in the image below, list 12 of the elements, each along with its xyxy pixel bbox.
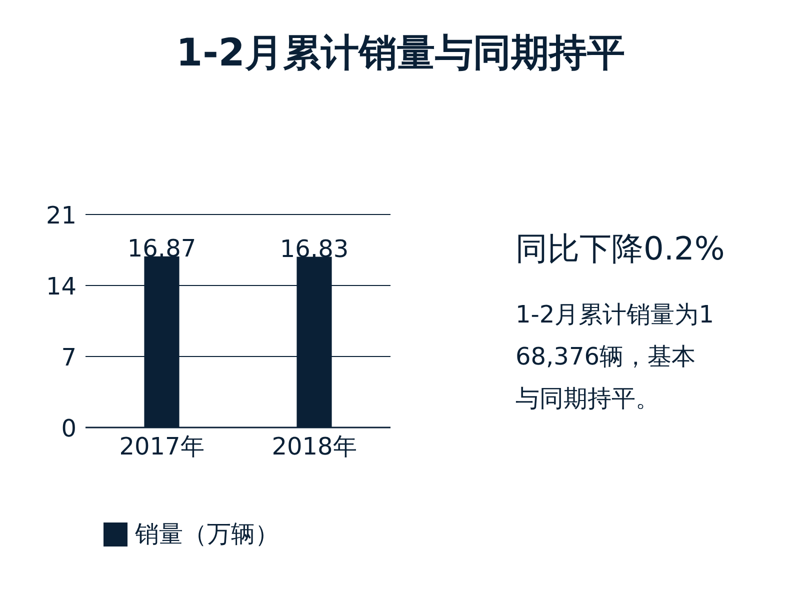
x-tick-label: 2017年 (119, 432, 204, 460)
y-tick-label: 7 (61, 344, 77, 372)
chart-title: 1-2月累计销量与同期持平 (176, 30, 625, 74)
x-tick-label: 2018年 (272, 432, 357, 460)
text: 同比下降0.2% (516, 230, 725, 268)
data-label: 16.87 (127, 234, 196, 262)
y-tick-label: 14 (46, 272, 77, 300)
text: 1-2月累计销量为168,376辆，基本与同期持平。 (516, 300, 714, 412)
y-tick-label: 0 (61, 414, 77, 442)
legend-label: 销量（万辆） (135, 519, 279, 550)
y-tick-label: 21 (46, 202, 77, 230)
data-label: 16.83 (280, 234, 349, 263)
